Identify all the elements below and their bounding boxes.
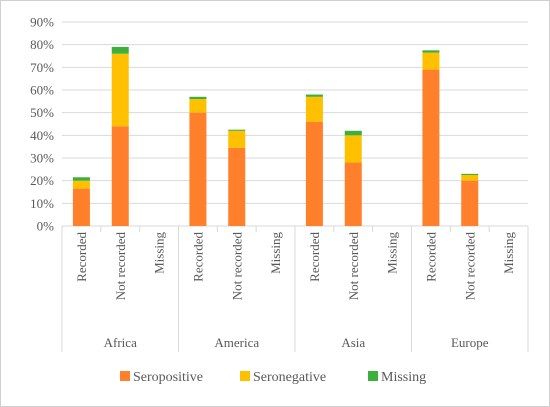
y-tick-label: 50% <box>30 105 54 120</box>
legend-label: Seronegative <box>253 370 326 385</box>
y-tick-label: 10% <box>30 196 54 211</box>
bar-seronegative-america-0 <box>189 99 207 113</box>
y-tick-label: 20% <box>30 173 54 188</box>
bar-seronegative-asia-0 <box>305 96 323 122</box>
x-category-label: Missing <box>268 232 283 274</box>
y-tick-label: 60% <box>30 83 54 98</box>
x-category-label: Missing <box>152 232 167 274</box>
bar-seronegative-europe-1 <box>461 175 479 181</box>
legend-swatch-seronegative <box>240 371 250 381</box>
x-category-label: Not recorded <box>462 232 477 301</box>
bar-missing-asia-0 <box>305 94 323 97</box>
x-category-label: Recorded <box>307 232 322 282</box>
x-category-label: Recorded <box>74 232 89 282</box>
bar-seropositive-africa-0 <box>72 188 90 226</box>
x-category-label: Not recorded <box>346 232 361 301</box>
y-tick-label: 0% <box>37 219 55 234</box>
x-group-label: Europe <box>451 335 489 350</box>
bar-seropositive-asia-1 <box>344 162 362 226</box>
bar-missing-asia-1 <box>344 130 362 136</box>
bar-seropositive-europe-1 <box>461 180 479 226</box>
bar-seronegative-america-1 <box>228 130 246 148</box>
x-category-label: Missing <box>501 232 516 274</box>
bar-missing-europe-0 <box>422 50 440 53</box>
y-tick-label: 40% <box>30 128 54 143</box>
bar-seronegative-europe-0 <box>422 52 440 70</box>
bar-seronegative-africa-1 <box>111 53 129 127</box>
x-category-label: Missing <box>385 232 400 274</box>
legend-label: Missing <box>381 370 426 385</box>
y-tick-label: 80% <box>30 37 54 52</box>
bar-seropositive-africa-1 <box>111 126 129 226</box>
bar-missing-europe-1 <box>461 173 479 175</box>
legend-label: Seropositive <box>133 370 203 385</box>
legend-swatch-seropositive <box>120 371 130 381</box>
bar-seropositive-asia-0 <box>305 121 323 226</box>
bar-seronegative-africa-0 <box>72 180 90 189</box>
x-group-label: America <box>214 335 259 350</box>
bar-missing-america-0 <box>189 96 207 100</box>
bar-seronegative-asia-1 <box>344 135 362 163</box>
x-group-label: Asia <box>341 335 365 350</box>
bar-seropositive-america-0 <box>189 112 207 226</box>
bar-missing-africa-0 <box>72 177 90 181</box>
legend-swatch-missing <box>368 371 378 381</box>
bar-missing-africa-1 <box>111 46 129 54</box>
bar-seropositive-america-1 <box>228 147 246 226</box>
y-tick-label: 30% <box>30 151 54 166</box>
x-category-label: Recorded <box>190 232 205 282</box>
x-category-label: Recorded <box>423 232 438 282</box>
y-tick-label: 70% <box>30 60 54 75</box>
x-category-label: Not recorded <box>113 232 128 301</box>
bar-seropositive-europe-0 <box>422 69 440 226</box>
bar-missing-america-1 <box>228 129 246 131</box>
y-tick-label: 90% <box>30 15 54 30</box>
x-category-label: Not recorded <box>229 232 244 301</box>
x-group-label: Africa <box>104 335 137 350</box>
